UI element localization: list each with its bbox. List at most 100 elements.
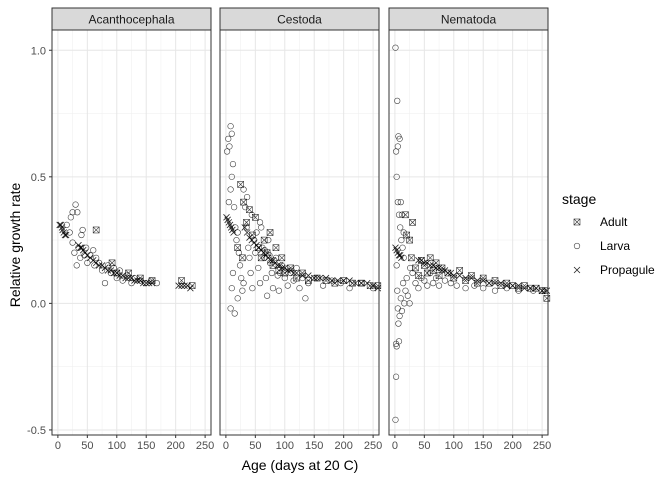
data-point [141, 280, 149, 287]
data-point [435, 282, 443, 289]
data-point [281, 274, 288, 282]
facet-label: Cestoda [277, 13, 322, 27]
data-point [427, 269, 434, 277]
data-point [275, 287, 282, 294]
y-tick-label: -0.5 [27, 425, 46, 437]
data-point [456, 267, 463, 274]
series-propagule [392, 244, 551, 295]
data-point [453, 282, 460, 289]
facet-panel-acanthocephala: Acanthocephala 0 50 100 150 200 250 [51, 7, 214, 452]
x-tick-label: 50 [81, 440, 93, 452]
data-point [406, 236, 413, 244]
data-point [240, 186, 247, 193]
data-point [485, 279, 493, 287]
y-tick-label: 0.5 [31, 172, 46, 184]
data-point [233, 236, 240, 244]
data-point [228, 285, 235, 292]
data-point [284, 282, 291, 289]
series-propagule [223, 214, 382, 292]
x-tick-label: 200 [166, 440, 184, 452]
data-point [328, 277, 336, 284]
data-point [352, 279, 359, 287]
data-point [227, 305, 234, 312]
data-point [408, 254, 415, 262]
data-point [78, 231, 85, 239]
y-tick-label: 1.0 [31, 45, 46, 57]
data-point [538, 287, 546, 295]
data-point [243, 193, 251, 201]
data-point [462, 285, 469, 292]
data-point [61, 231, 69, 239]
data-point [392, 373, 400, 380]
data-point [340, 277, 347, 284]
x-tick-label: 100 [108, 440, 126, 452]
legend-key [568, 237, 586, 255]
data-point [415, 257, 422, 264]
data-point [90, 247, 97, 254]
data-point [421, 259, 428, 267]
data-point [225, 199, 232, 206]
data-point [430, 280, 437, 287]
data-point [236, 262, 244, 269]
data-point [305, 272, 312, 279]
data-point [256, 280, 264, 287]
data-point [261, 254, 268, 261]
data-point [175, 282, 182, 289]
data-point [98, 267, 106, 274]
data-point [412, 280, 419, 287]
data-point [187, 284, 194, 292]
data-point [310, 274, 318, 282]
data-point [403, 274, 410, 282]
data-point [227, 186, 234, 193]
data-point [178, 277, 185, 284]
data-point [79, 226, 86, 234]
data-point [230, 229, 237, 236]
x-axis: 0 50 100 150 200 250 [55, 435, 214, 452]
data-point [480, 285, 487, 292]
data-point [229, 161, 237, 168]
data-point [255, 264, 262, 272]
data-point [69, 209, 76, 216]
data-point [471, 282, 478, 289]
data-point [279, 264, 286, 272]
data-point [148, 279, 156, 287]
data-point [243, 224, 250, 231]
data-point [398, 211, 406, 218]
data-point [272, 244, 280, 251]
data-point [131, 277, 138, 284]
facet-panel-nematoda: Nematoda 0 50 100 150 200 250 [388, 7, 551, 452]
x-tick-label: 250 [364, 440, 382, 452]
x-tick-label: 200 [334, 440, 352, 452]
data-point [296, 285, 303, 292]
data-point [239, 254, 246, 262]
data-point [509, 282, 516, 289]
legend: stage Adult Larva Propagule [562, 191, 655, 279]
legend-symbol [573, 218, 581, 226]
data-point [409, 219, 416, 226]
data-point [58, 224, 66, 231]
data-point [256, 219, 264, 226]
data-point [527, 284, 534, 292]
data-point [543, 287, 551, 295]
data-point [409, 269, 416, 277]
data-point [249, 285, 256, 292]
data-point [142, 279, 150, 287]
legend-item-larva: Larva [568, 237, 630, 255]
panel-gridlines [389, 30, 548, 435]
data-point [267, 257, 274, 264]
data-point [235, 249, 242, 256]
data-point [253, 229, 260, 236]
data-point [441, 277, 449, 284]
data-point [95, 262, 103, 269]
data-point [444, 269, 452, 277]
data-point [122, 274, 129, 282]
data-point [225, 135, 232, 142]
data-point [240, 280, 247, 287]
data-point [392, 340, 400, 347]
data-point [393, 173, 400, 180]
data-point [258, 224, 265, 231]
data-point [322, 274, 330, 282]
data-point [426, 262, 434, 269]
legend-label: Adult [600, 215, 628, 229]
data-point [178, 282, 185, 289]
